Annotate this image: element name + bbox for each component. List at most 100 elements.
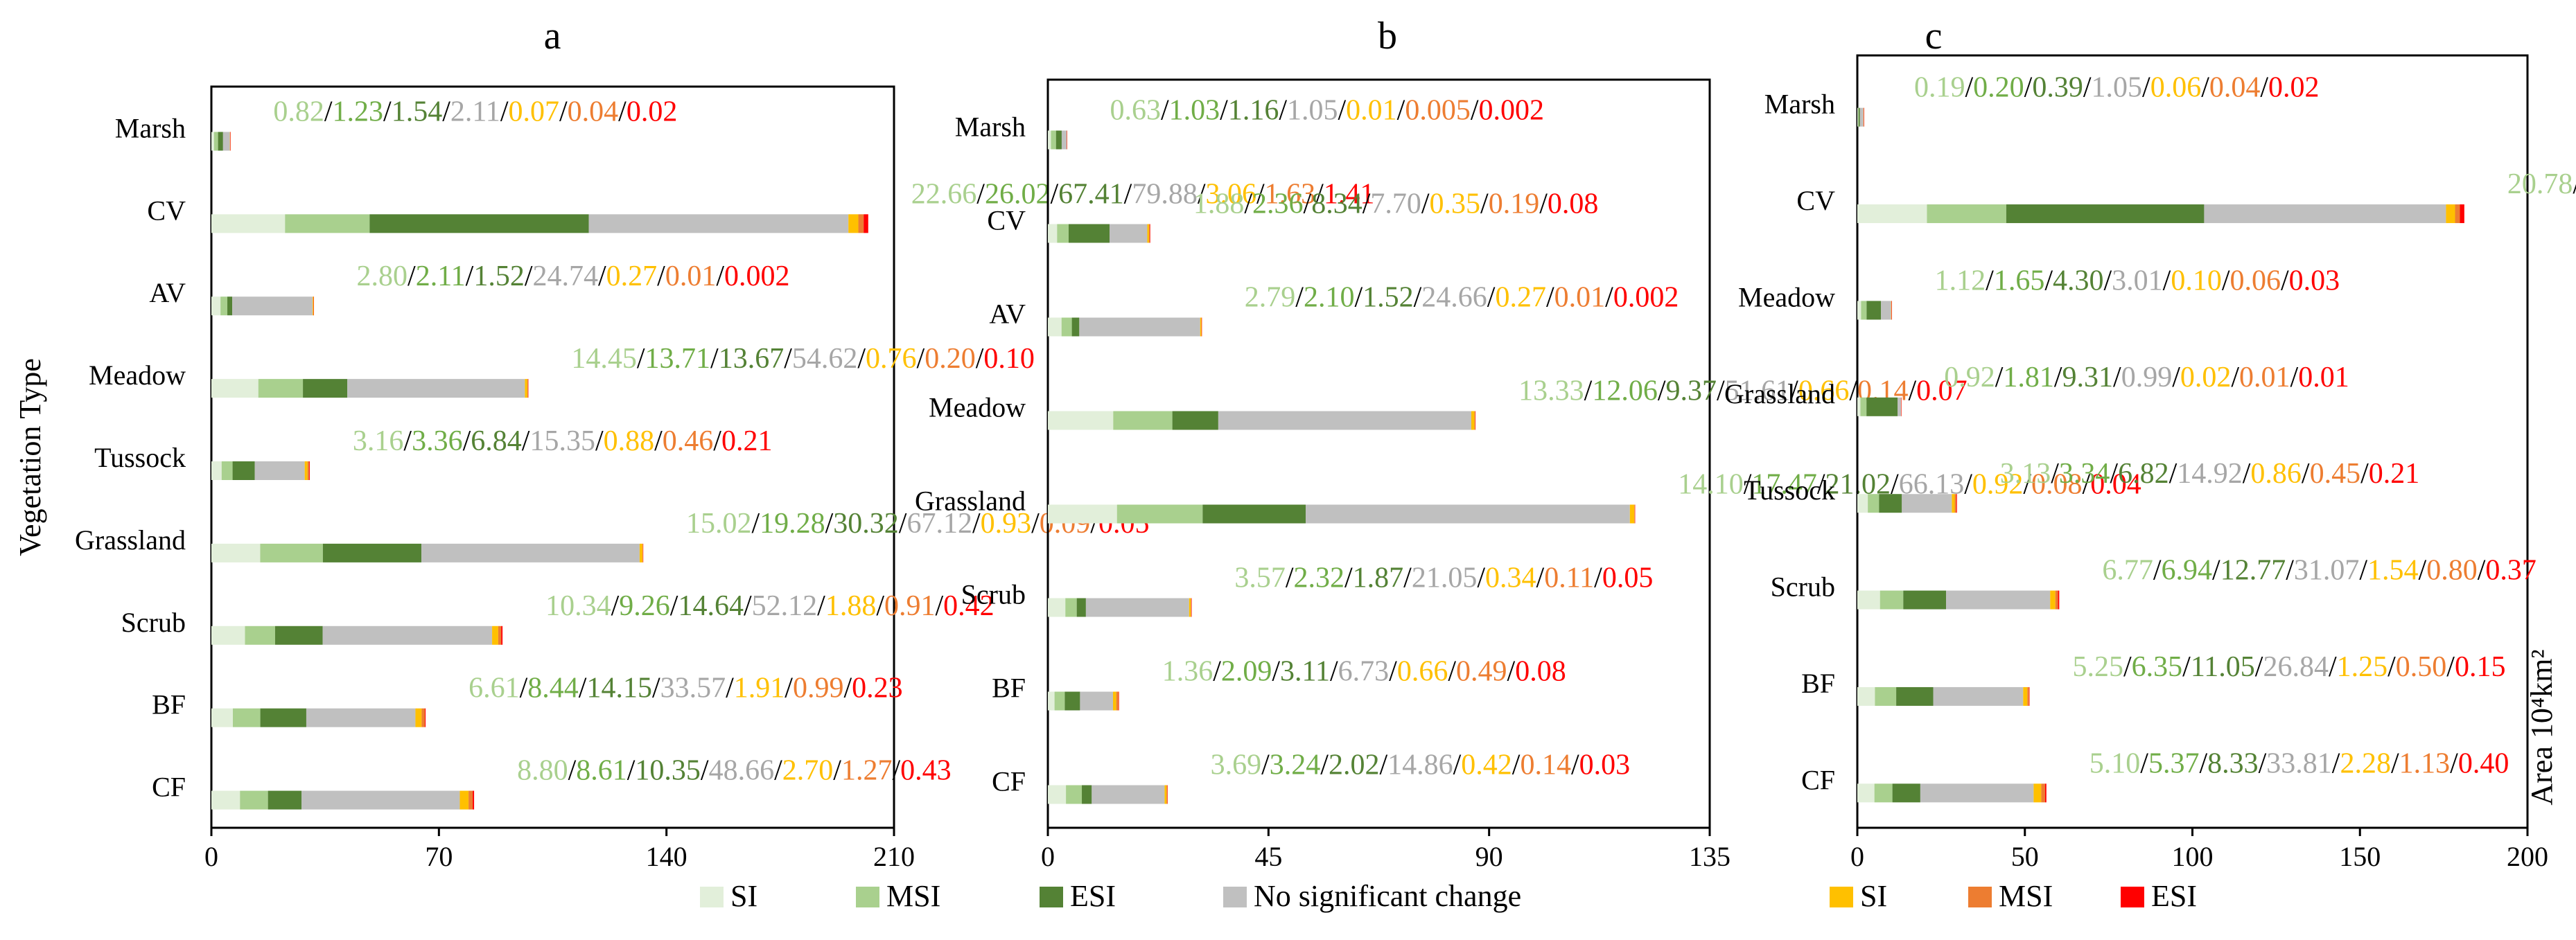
- data-label-grey-no-change: 21.05: [1412, 562, 1478, 594]
- bar-segment-green-si: [1857, 301, 1861, 320]
- bar-segment-green-msi: [220, 296, 228, 316]
- data-label-green-si: 0.63: [1110, 95, 1161, 127]
- row-tussock: Tussock3.13/3.34/6.82/14.92/0.86/0.45/0.…: [1744, 458, 2419, 513]
- bar-segment-red-si: [525, 379, 527, 398]
- bar-segment-green-esi: [2006, 204, 2205, 224]
- data-label-group: 8.80/8.61/10.35/48.66/2.70/1.27/0.43: [517, 755, 952, 787]
- bar-segment-red-esi: [2029, 686, 2030, 706]
- data-label-separator: /: [1584, 375, 1593, 407]
- data-label-separator: /: [1965, 72, 1974, 104]
- data-label-green-msi: 9.26: [619, 590, 670, 622]
- bar-segment-green-esi: [1055, 130, 1062, 150]
- data-label-group: 3.69/3.24/2.02/14.86/0.42/0.14/0.03: [1211, 750, 1631, 781]
- data-label-group: 1.12/1.65/4.30/3.01/0.10/0.06/0.03: [1935, 265, 2340, 296]
- data-label-red-esi: 0.002: [1479, 95, 1545, 127]
- data-label-separator: /: [843, 673, 852, 704]
- bar-segment-red-esi: [2058, 590, 2060, 610]
- data-label-separator: /: [1536, 562, 1545, 594]
- data-label-green-esi: 4.30: [2053, 265, 2104, 296]
- data-label-green-esi: 14.64: [678, 590, 744, 622]
- data-label-green-si: 1.36: [1162, 656, 1213, 688]
- data-label-green-si: 14.45: [571, 343, 637, 375]
- bar-segment-red-msi: [1116, 691, 1119, 711]
- bar-segment-red-msi: [307, 461, 309, 480]
- bar-segment-red-esi: [1191, 598, 1192, 617]
- bar-segment-red-si: [1952, 494, 1955, 513]
- data-label-grey-no-change: 67.12: [906, 508, 972, 540]
- data-label-red-esi: 0.03: [1579, 750, 1631, 781]
- x-tick-label: 200: [2507, 841, 2548, 872]
- bar-segment-green-esi: [268, 790, 302, 810]
- data-label-group: 6.77/6.94/12.77/31.07/1.54/0.80/0.37: [2102, 555, 2536, 587]
- data-label-separator: /: [1909, 375, 1917, 407]
- data-label-separator: /: [1304, 188, 1312, 220]
- bar-segment-green-esi: [232, 461, 255, 480]
- data-label-red-msi: 1.13: [2399, 747, 2451, 779]
- data-label-separator: /: [522, 425, 530, 457]
- data-label-green-msi: 1.03: [1169, 95, 1220, 127]
- data-label-green-esi: 1.16: [1228, 95, 1279, 127]
- bar-segment-green-si: [211, 543, 261, 562]
- data-label-group: 6.61/8.44/14.15/33.57/1.91/0.99/0.23: [468, 673, 903, 704]
- bar-segment-green-si: [211, 626, 245, 645]
- data-label-separator: /: [403, 425, 412, 457]
- legend-swatch: [1968, 887, 1992, 907]
- bar-segment-green-si: [1857, 590, 1880, 610]
- data-label-separator: /: [1995, 362, 2004, 393]
- category-label: Tussock: [94, 442, 186, 473]
- data-label-grey-no-change: 15.35: [529, 425, 595, 457]
- data-label-separator: /: [1320, 750, 1329, 781]
- bar-segment-red-msi: [498, 626, 502, 645]
- row-bf: BF1.36/2.09/3.11/6.73/0.66/0.49/0.08: [992, 656, 1566, 711]
- row-grassland: Grassland0.92/1.81/9.31/0.99/0.02/0.01/0…: [1724, 362, 2349, 416]
- data-label-grey-no-change: 48.66: [709, 755, 774, 787]
- data-label-separator: /: [1198, 178, 1206, 210]
- data-label-grey-no-change: 51.61: [1725, 375, 1791, 407]
- bar-segment-red-si: [1200, 317, 1202, 337]
- data-label-red-si: 0.76: [866, 343, 917, 375]
- data-label-separator: /: [1397, 95, 1405, 127]
- bar-segment-grey-no-change: [1933, 686, 2024, 706]
- category-label: Scrub: [121, 607, 186, 638]
- legend-item-green-esi: ESI: [1040, 879, 1116, 913]
- data-label-green-esi: 10.35: [635, 755, 701, 787]
- data-label-separator: /: [525, 260, 533, 292]
- data-label-separator: /: [1512, 750, 1521, 781]
- bar-segment-green-esi: [1172, 411, 1218, 430]
- data-label-grey-no-change: 79.88: [1132, 178, 1198, 210]
- bar-segment-green-esi: [1071, 317, 1080, 337]
- data-label-separator: /: [1453, 750, 1462, 781]
- data-label-separator: /: [1717, 375, 1725, 407]
- row-grassland: Grassland14.10/17.47/21.02/66.13/0.92/0.…: [915, 469, 2141, 524]
- bar-segment-red-si: [1471, 411, 1475, 430]
- bar-segment-red-msi: [421, 708, 426, 727]
- data-label-green-msi: 5.37: [2148, 747, 2200, 779]
- data-label-separator: /: [976, 343, 984, 375]
- bar-segment-red-msi: [1166, 785, 1168, 804]
- data-label-red-si: 1.25: [2337, 651, 2388, 683]
- data-label-green-msi: 2.11: [416, 260, 466, 292]
- x-tick-label: 90: [1475, 841, 1503, 872]
- bar-segment-green-esi: [322, 543, 422, 562]
- bar-segment-red-si: [848, 214, 859, 233]
- data-label-red-msi: 0.99: [793, 673, 844, 704]
- bar-segment-red-esi: [308, 461, 310, 480]
- data-label-red-si: 0.88: [604, 425, 655, 457]
- data-label-grey-no-change: 0.99: [2121, 362, 2173, 393]
- bar-segment-red-si: [1629, 504, 1635, 524]
- bar-segment-red-si: [459, 790, 469, 810]
- data-label-separator: /: [1487, 282, 1496, 314]
- bar-segment-red-msi: [468, 790, 473, 810]
- row-bf: BF5.25/6.35/11.05/26.84/1.25/0.50/0.15: [1801, 651, 2505, 706]
- data-label-group: 0.82/1.23/1.54/2.11/0.07/0.04/0.02: [273, 96, 677, 127]
- bar-segment-green-msi: [1874, 783, 1893, 803]
- x-tick-label: 100: [2172, 841, 2214, 872]
- data-label-separator: /: [972, 508, 981, 540]
- data-label-separator: /: [2387, 651, 2396, 683]
- data-label-separator: /: [1244, 188, 1252, 220]
- data-label-separator: /: [442, 96, 450, 127]
- panel-title: b: [1378, 15, 1397, 57]
- category-label: BF: [992, 673, 1026, 704]
- bar-segment-red-msi: [2055, 590, 2058, 610]
